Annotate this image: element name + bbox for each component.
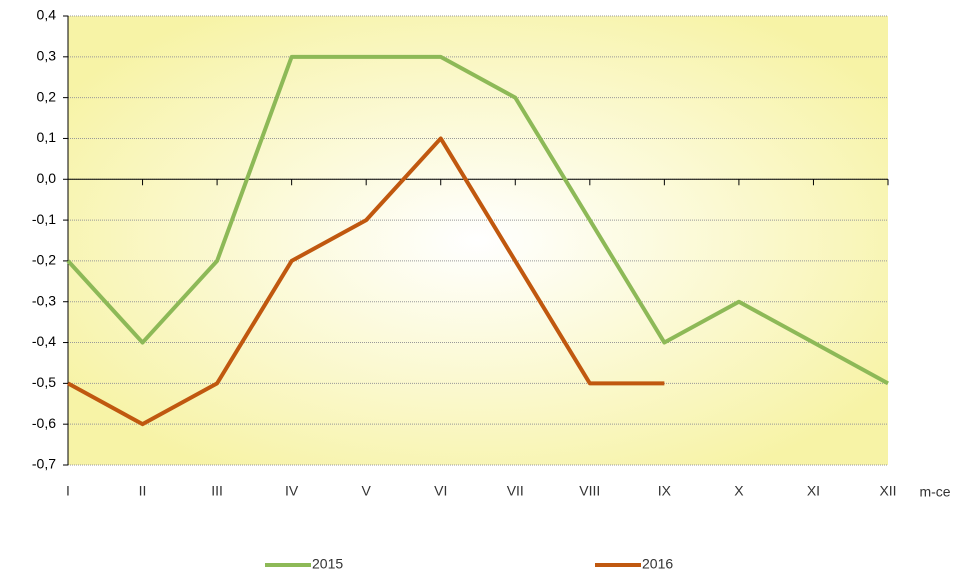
y-tick-label: -0,7 bbox=[32, 456, 56, 472]
series-line bbox=[66, 54, 889, 386]
x-tick-label: VI bbox=[434, 483, 447, 499]
x-axis-label: m-ce bbox=[919, 484, 950, 500]
y-tick-label: 0,4 bbox=[37, 7, 57, 23]
x-tick-label: XII bbox=[879, 483, 896, 499]
y-tick-label: -0,4 bbox=[32, 333, 56, 349]
y-tick-label: -0,1 bbox=[32, 211, 56, 227]
x-tick-label: VII bbox=[507, 483, 524, 499]
x-tick-label: V bbox=[362, 483, 372, 499]
y-tick-label: -0,6 bbox=[32, 415, 56, 431]
x-tick-label: IX bbox=[658, 483, 672, 499]
y-tick-label: 0,0 bbox=[37, 170, 57, 186]
y-tick-label: 0,1 bbox=[37, 129, 57, 145]
x-tick-label: VIII bbox=[579, 483, 600, 499]
x-tick-label: I bbox=[66, 483, 70, 499]
y-tick-label: 0,2 bbox=[37, 88, 57, 104]
y-tick-label: -0,2 bbox=[32, 252, 56, 268]
x-tick-label: XI bbox=[807, 483, 820, 499]
x-tick-label: III bbox=[211, 483, 223, 499]
x-tick-label: II bbox=[139, 483, 147, 499]
y-tick-label: -0,3 bbox=[32, 292, 56, 308]
legend-label: 2016 bbox=[642, 556, 673, 572]
y-tick-label: 0,3 bbox=[37, 48, 57, 64]
legend-label: 2015 bbox=[312, 556, 343, 572]
series-line bbox=[67, 136, 665, 427]
x-tick-label: X bbox=[734, 483, 744, 499]
y-tick-label: -0,5 bbox=[32, 374, 56, 390]
x-tick-label: IV bbox=[285, 483, 299, 499]
